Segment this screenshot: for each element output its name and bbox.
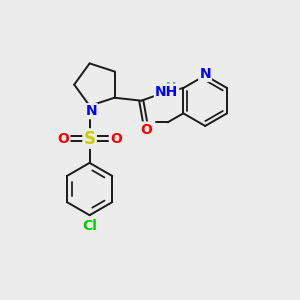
- Text: N: N: [200, 67, 211, 81]
- Text: Cl: Cl: [82, 219, 97, 232]
- Text: H: H: [166, 81, 176, 94]
- Text: O: O: [140, 122, 152, 136]
- Text: N: N: [85, 104, 97, 118]
- Text: O: O: [58, 131, 69, 146]
- Text: O: O: [110, 131, 122, 146]
- Text: S: S: [84, 130, 96, 148]
- Text: NH: NH: [155, 85, 178, 99]
